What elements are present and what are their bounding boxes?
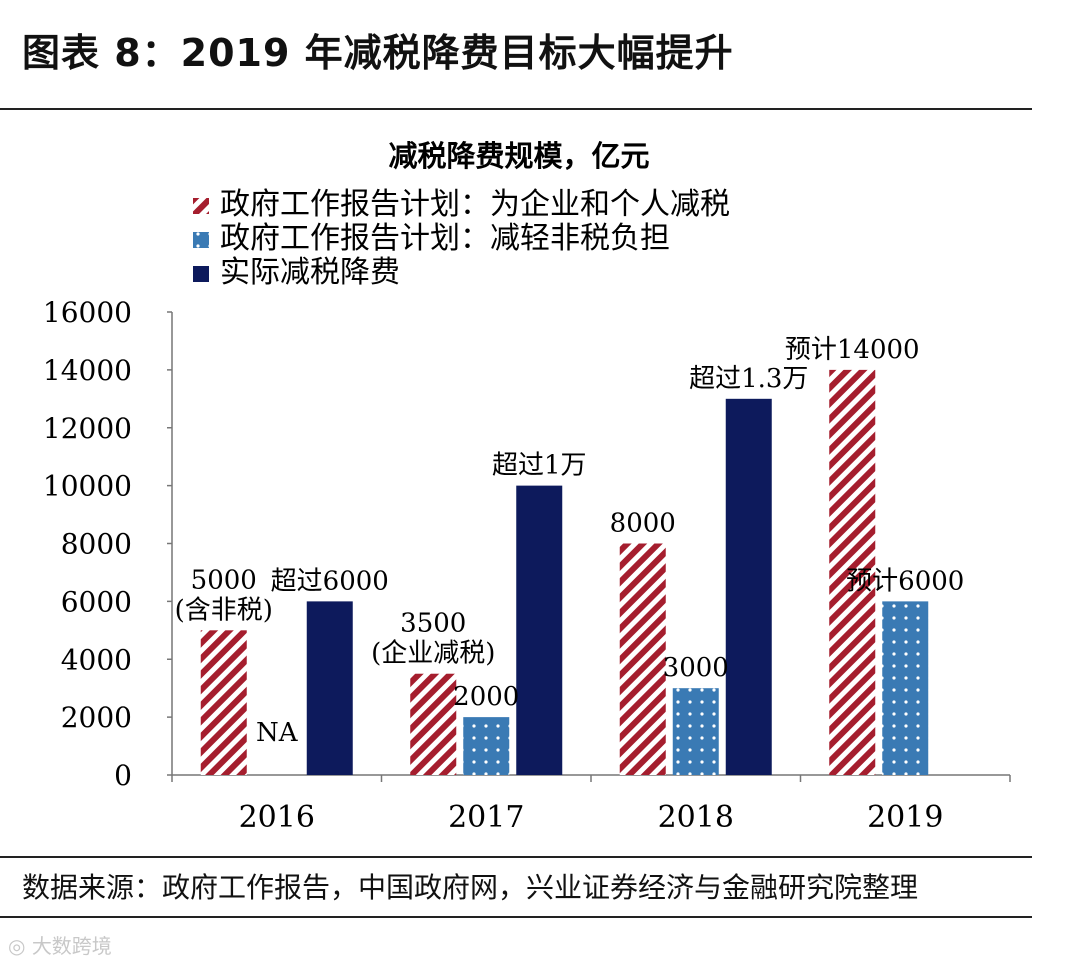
- legend-label-2: 实际减税降费: [220, 255, 400, 290]
- data-label-2016-series-0: (含非税): [175, 595, 273, 625]
- bar-2017-series-2: [516, 485, 563, 775]
- bar-2018-series-0: [619, 543, 666, 775]
- y-tick-label: 6000: [61, 585, 132, 618]
- bar-2018-series-2: [725, 398, 772, 775]
- data-label-2018-series-0: 8000: [610, 509, 676, 539]
- data-label-2016-series-1: NA: [256, 718, 299, 748]
- y-tick-label: 8000: [61, 528, 132, 561]
- data-label-2018-series-2: 超过1.3万: [689, 364, 808, 394]
- bar-2018-series-1: [672, 688, 719, 775]
- data-label-2019-series-1: 预计6000: [846, 566, 964, 596]
- data-label-2019-series-0: 预计14000: [785, 335, 920, 365]
- data-labels: 5000(含非税) NA 超过6000 3500(企业减税) 2000 超过1万 8000 3…: [175, 335, 965, 748]
- bars: [200, 369, 929, 775]
- legend-label-0: 政府工作报告计划：为企业和个人减税: [220, 187, 730, 222]
- x-tick-label: 2019: [867, 800, 943, 835]
- watermark-text: 大数跨境: [31, 934, 112, 958]
- y-tick-label: 12000: [43, 412, 132, 445]
- source-note: 数据来源：政府工作报告，中国政府网，兴业证券经济与金融研究院整理: [22, 871, 919, 904]
- legend-swatch-0: [193, 198, 209, 214]
- data-label-2017-series-0: 3500: [400, 609, 466, 639]
- x-tick-label: 2018: [658, 800, 734, 835]
- legend-label-1: 政府工作报告计划：减轻非税负担: [220, 221, 670, 256]
- bar-2016-series-2: [306, 601, 353, 775]
- y-tick-label: 0: [114, 759, 132, 792]
- legend-swatch-1: [193, 232, 209, 248]
- y-tick-label: 16000: [43, 296, 132, 329]
- figure-title: 图表 8：2019 年减税降费目标大幅提升: [22, 31, 734, 75]
- y-tick-label: 2000: [61, 701, 132, 734]
- bar-2016-series-0: [200, 630, 247, 775]
- y-tick-label: 4000: [61, 643, 132, 676]
- source-rule-bottom: [0, 916, 1032, 918]
- x-tick-label: 2017: [448, 800, 524, 835]
- bar-2017-series-1: [463, 717, 510, 775]
- data-label-2018-series-1: 3000: [663, 653, 729, 683]
- data-label-2017-series-0: (企业减税): [371, 639, 495, 669]
- watermark-logo-icon: ◎: [8, 934, 32, 958]
- bar-2019-series-0: [829, 369, 876, 775]
- data-label-2017-series-2: 超过1万: [492, 451, 587, 481]
- bar-2019-series-1: [882, 601, 929, 775]
- data-label-2016-series-0: 5000: [191, 565, 257, 595]
- data-label-2017-series-1: 2000: [453, 682, 519, 712]
- bar-chart: 减税降费规模，亿元 政府工作报告计划：为企业和个人减税政府工作报告计划：减轻非税…: [43, 139, 1011, 835]
- chart-title: 减税降费规模，亿元: [388, 139, 649, 173]
- top-rule: [0, 108, 1032, 110]
- data-label-2016-series-2: 超过6000: [271, 566, 389, 596]
- watermark: ◎ 大数跨境: [8, 930, 112, 959]
- legend-swatch-2: [193, 266, 209, 282]
- source-rule-top: [0, 856, 1032, 858]
- y-tick-label: 14000: [43, 354, 132, 387]
- y-tick-label: 10000: [43, 470, 132, 503]
- bar-2017-series-0: [410, 673, 457, 775]
- x-tick-label: 2016: [239, 800, 315, 835]
